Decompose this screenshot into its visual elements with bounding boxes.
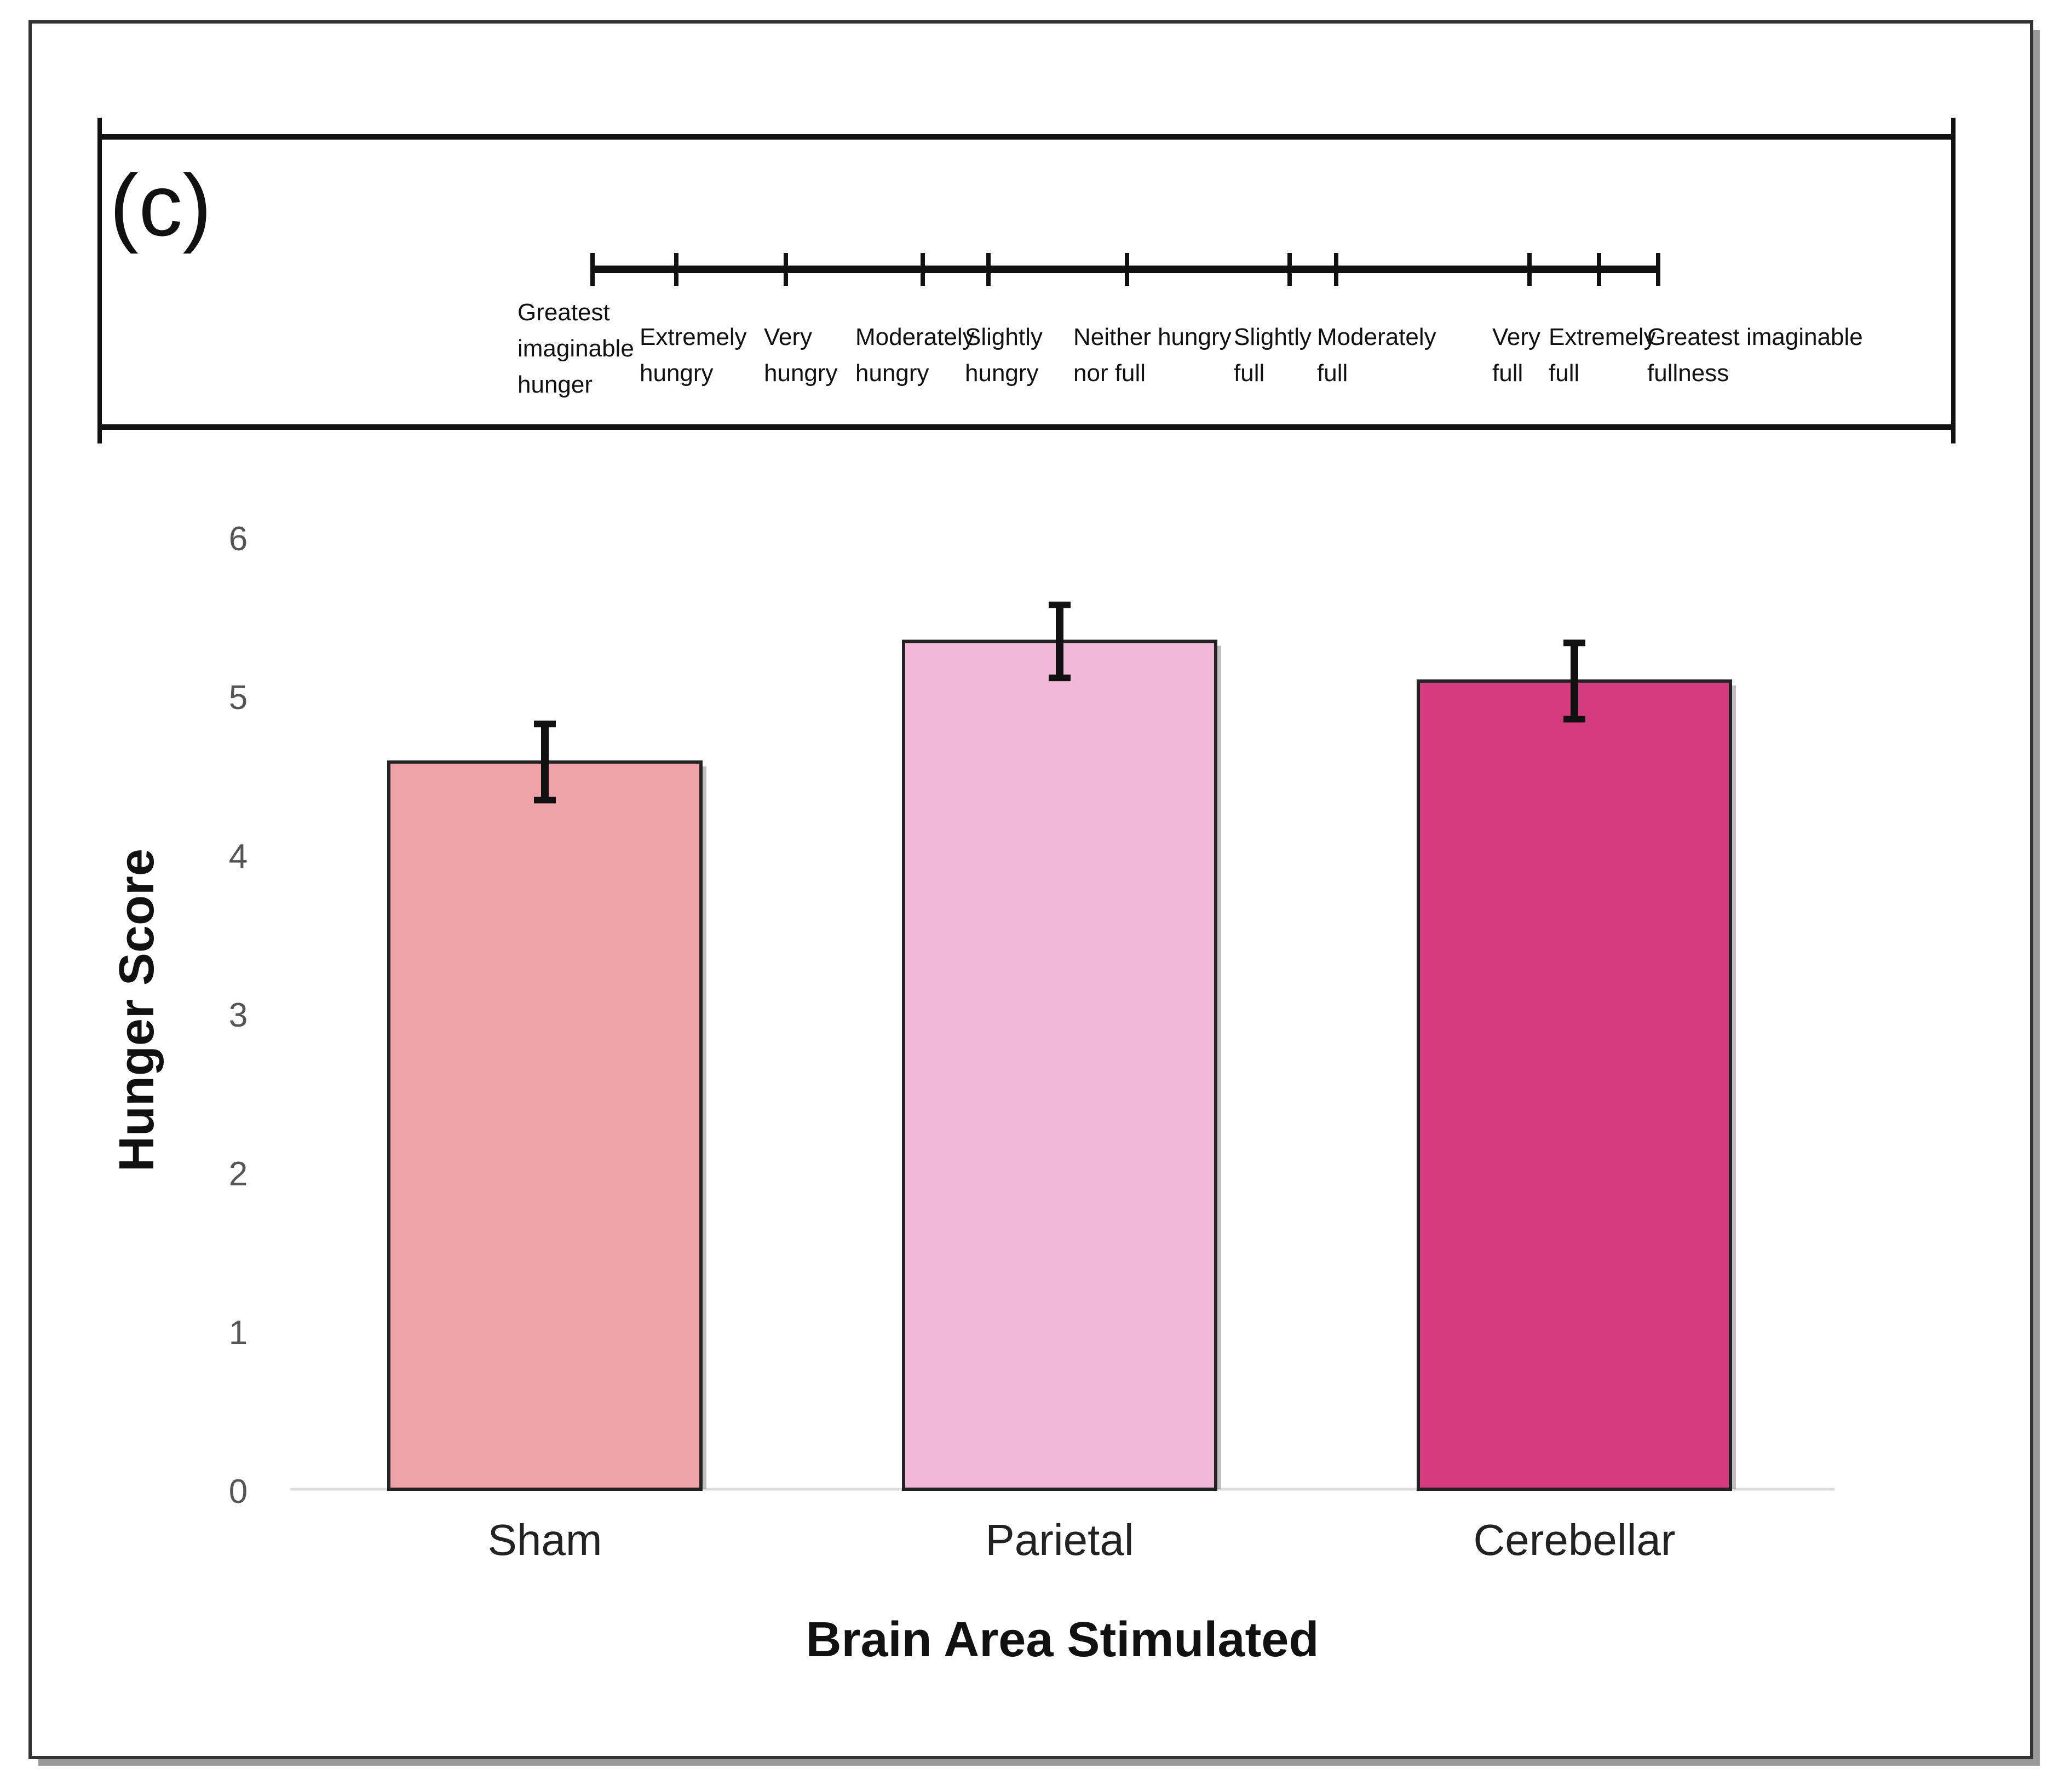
- bar-parietal: [902, 639, 1217, 1491]
- scale-anchor-line: full: [1234, 360, 1264, 387]
- scale-anchor-line: Extremely: [640, 324, 747, 350]
- scale-anchor-label: Extremely hungry: [640, 324, 747, 387]
- scale-anchor-line: hungry: [764, 360, 838, 387]
- scale-anchor-line: fullness: [1647, 360, 1729, 387]
- bar-cerebellar: [1417, 679, 1732, 1491]
- y-tick-label: 0: [229, 1473, 248, 1511]
- x-tick-label: Parietal: [985, 1516, 1134, 1564]
- y-tick-label: 3: [229, 996, 248, 1034]
- scale-anchor-line: full: [1492, 360, 1523, 387]
- error-bars: [534, 601, 1585, 804]
- scale-box: (c) Greatest imaginable hunger Extremely hun…: [97, 118, 1956, 443]
- scale-anchor-line: Very: [764, 324, 812, 350]
- scale-anchor-line: Slightly: [965, 324, 1043, 350]
- bars: [387, 639, 1736, 1491]
- scale-anchor-line: Greatest: [517, 299, 610, 326]
- y-tick-label: 1: [229, 1314, 248, 1352]
- scale-anchor-line: Extremely: [1549, 324, 1656, 350]
- scale-anchor-label: Very full: [1492, 324, 1540, 387]
- y-tick-label: 6: [229, 520, 248, 558]
- scale-anchor-line: hungry: [855, 360, 929, 387]
- scale-anchor-line: Moderately: [855, 324, 975, 350]
- scale-anchor-line: hunger: [517, 371, 593, 398]
- scale-ticks: [590, 253, 1660, 286]
- scale-anchor-label: Moderately hungry: [855, 324, 975, 387]
- scale-anchor-line: hungry: [640, 360, 714, 387]
- scale-anchor-label: Neither hungry nor full: [1073, 324, 1232, 387]
- scale-anchor-label: Very hungry: [764, 324, 838, 387]
- panel-label: (c): [110, 156, 212, 254]
- scale-anchor-line: Slightly: [1234, 324, 1312, 350]
- y-tick-label: 4: [229, 838, 248, 875]
- scale-anchor-label: Greatest imaginable hunger: [517, 299, 634, 398]
- scale-anchor-line: Very: [1492, 324, 1540, 350]
- x-tick-label: Sham: [488, 1516, 602, 1564]
- scale-anchor-label: Slightly full: [1234, 324, 1312, 387]
- scale-anchor-line: nor full: [1073, 360, 1146, 387]
- scale-anchor-line: Greatest imaginable: [1647, 324, 1863, 350]
- y-tick-label: 2: [229, 1155, 248, 1193]
- y-axis-ticks: 0 1 2 3 4 5 6: [229, 520, 248, 1511]
- bar-sham: [387, 760, 703, 1491]
- x-tick-label: Cerebellar: [1473, 1516, 1675, 1564]
- scale-anchor-label: Moderately full: [1317, 324, 1436, 387]
- x-axis-ticks: Sham Parietal Cerebellar: [488, 1516, 1676, 1564]
- scale-anchor-line: hungry: [965, 360, 1039, 387]
- scale-anchor-line: Moderately: [1317, 324, 1436, 350]
- scale-anchor-line: Neither hungry: [1073, 324, 1232, 350]
- scale-anchor-line: full: [1317, 360, 1348, 387]
- scale-anchor-label: Extremely full: [1549, 324, 1656, 387]
- x-axis-label: Brain Area Stimulated: [806, 1612, 1319, 1667]
- scale-anchor-line: full: [1549, 360, 1579, 387]
- y-axis-label: Hunger Score: [110, 849, 164, 1172]
- bar-chart: 0 1 2 3 4 5 6 Sham Parietal Cerebellar Hunger Sc…: [110, 520, 1835, 1667]
- scale-anchor-label: Slightly hungry: [965, 324, 1043, 387]
- scale-anchor-line: imaginable: [517, 335, 634, 362]
- scale-anchor-label: Greatest imaginable fullness: [1647, 324, 1863, 387]
- y-tick-label: 5: [229, 679, 248, 717]
